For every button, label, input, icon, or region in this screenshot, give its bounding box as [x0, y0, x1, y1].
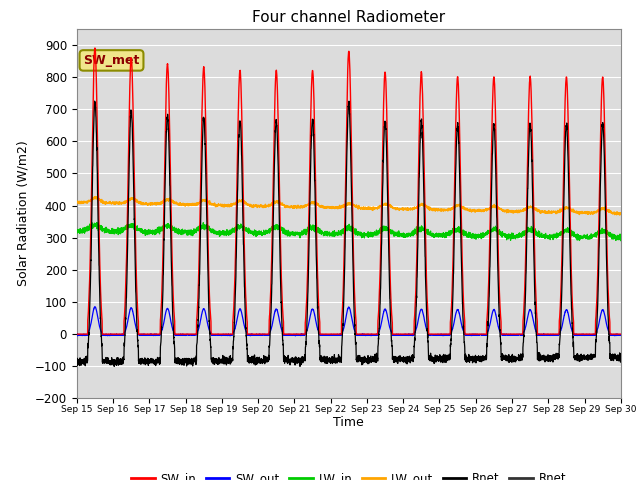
Legend: SW_in, SW_out, LW_in, LW_out, Rnet, Rnet: SW_in, SW_out, LW_in, LW_out, Rnet, Rnet — [126, 467, 572, 480]
X-axis label: Time: Time — [333, 417, 364, 430]
Title: Four channel Radiometer: Four channel Radiometer — [252, 10, 445, 25]
Text: SW_met: SW_met — [83, 54, 140, 67]
Y-axis label: Solar Radiation (W/m2): Solar Radiation (W/m2) — [17, 141, 29, 287]
